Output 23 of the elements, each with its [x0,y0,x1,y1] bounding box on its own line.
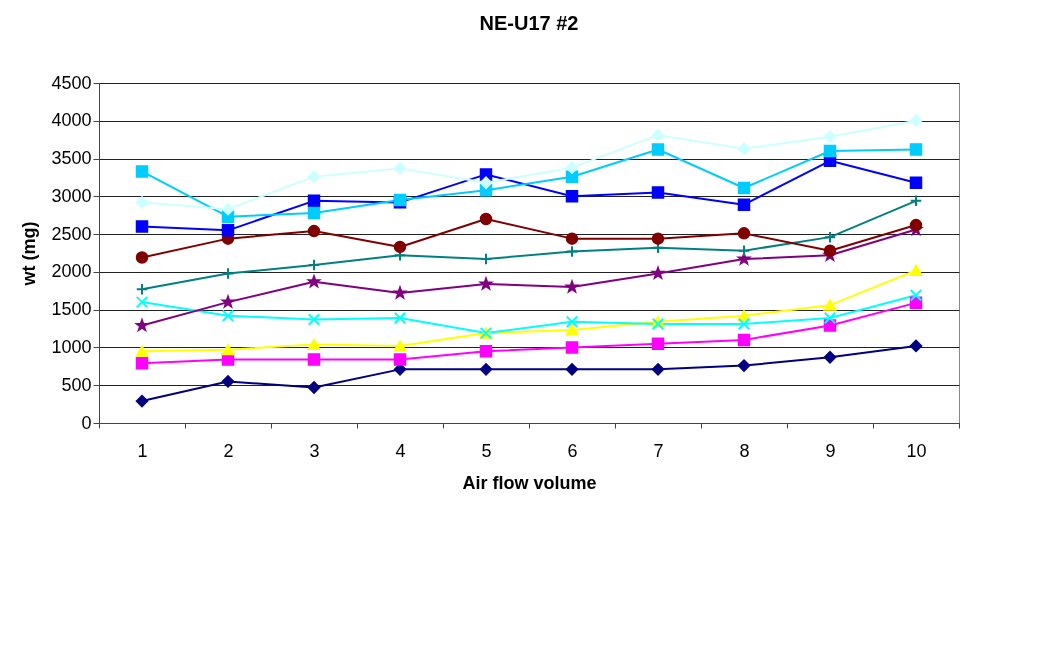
x-tick-label: 4 [395,440,406,461]
x-tick-label: 2 [223,440,234,461]
x-tick-label: 3 [309,440,320,461]
x-tick-label: 9 [825,440,836,461]
x-tick-label: 10 [906,440,927,461]
x-tick-label: 7 [653,440,664,461]
y-tick-label: 2000 [51,261,92,282]
x-tick-label: 6 [567,440,578,461]
y-tick-label: 3000 [51,185,92,206]
y-axis-title: wt (mg) [19,221,40,287]
y-tick-label: 1500 [51,299,92,320]
y-tick-label: 4000 [51,110,92,131]
x-tick-label: 5 [481,440,492,461]
x-axis-title: Air flow volume [462,472,597,493]
x-tick-label: 1 [137,440,148,461]
y-tick-label: 500 [61,374,92,395]
x-tick-label: 8 [739,440,750,461]
y-tick-label: 0 [81,412,92,433]
y-tick-label: 1000 [51,336,92,357]
y-tick-label: 3500 [51,148,92,169]
y-tick-label: 2500 [51,223,92,244]
chart-title: NE-U17 #2 [479,12,579,34]
y-tick-label: 4500 [51,72,92,93]
